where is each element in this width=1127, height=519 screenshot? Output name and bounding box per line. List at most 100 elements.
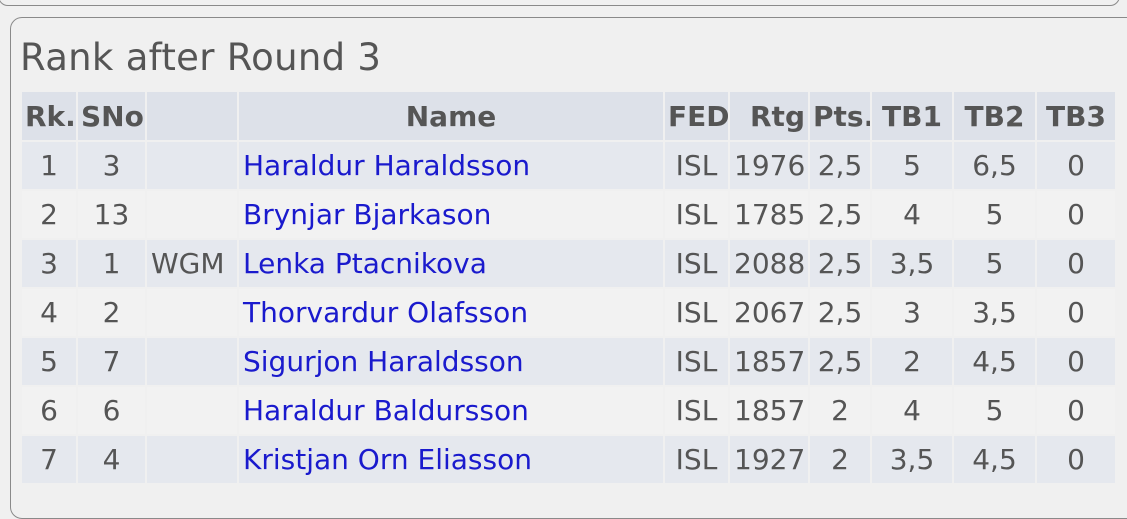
cell [147,289,237,336]
cell: 0 [1037,289,1115,336]
player-row: 3 1 WGM Lenka Ptacnikova ISL 2088 2,5 3,5 5 0 [22,240,1115,287]
cell: 6 [78,387,145,434]
cell: 1857 [730,338,808,385]
cell: 7 [22,436,76,483]
name-cell: Lenka Ptacnikova [239,240,663,287]
cell: 4 [872,191,952,238]
player-link[interactable]: Haraldur Baldursson [243,394,529,427]
cell [147,436,237,483]
cell: 2,5 [810,240,870,287]
cell: 2 [810,387,870,434]
cell: 4 [22,289,76,336]
cell: 0 [1037,142,1115,189]
cell: 3 [22,240,76,287]
cell: 5 [954,387,1035,434]
player-row: 5 7 Sigurjon Haraldsson ISL 1857 2,5 2 4,5 0 [22,338,1115,385]
cell: ISL [665,289,728,336]
cell: 0 [1037,387,1115,434]
player-link[interactable]: Kristjan Orn Eliasson [243,443,532,476]
cell: 5 [22,338,76,385]
cell: 0 [1037,436,1115,483]
cell: 2,5 [810,338,870,385]
cell: 3,5 [872,436,952,483]
cell: ISL [665,142,728,189]
cell: 0 [1037,191,1115,238]
cell: ISL [665,191,728,238]
cell: 5 [954,240,1035,287]
cell: 2 [78,289,145,336]
cell: 3,5 [954,289,1035,336]
player-link[interactable]: Lenka Ptacnikova [243,247,487,280]
cell: 7 [78,338,145,385]
cell: 1 [22,142,76,189]
cell: 1785 [730,191,808,238]
cell: 2 [22,191,76,238]
cell [147,387,237,434]
cell: 1927 [730,436,808,483]
player-row: 1 3 Haraldur Haraldsson ISL 1976 2,5 5 6,5 0 [22,142,1115,189]
cell [147,142,237,189]
player-link[interactable]: Sigurjon Haraldsson [243,345,524,378]
name-cell: Brynjar Bjarkason [239,191,663,238]
cell: 1857 [730,387,808,434]
name-cell: Thorvardur Olafsson [239,289,663,336]
column-header: SNo [78,92,145,140]
player-row: 7 4 Kristjan Orn Eliasson ISL 1927 2 3,5 4,5 0 [22,436,1115,483]
cell: 3,5 [872,240,952,287]
column-header: Rtg [730,92,808,140]
cell: WGM [147,240,237,287]
rank-table: Rk. SNo Name FED Rtg Pts. TB1 TB2 TB3 1 3 Haraldur… [20,90,1117,485]
cell: 1976 [730,142,808,189]
cell: ISL [665,387,728,434]
cell: 4 [78,436,145,483]
top-panel [0,0,1120,6]
cell: 6,5 [954,142,1035,189]
player-row: 6 6 Haraldur Baldursson ISL 1857 2 4 5 0 [22,387,1115,434]
column-header: TB1 [872,92,952,140]
column-header [147,92,237,140]
cell: 2067 [730,289,808,336]
player-link[interactable]: Haraldur Haraldsson [243,149,531,182]
cell: 4 [872,387,952,434]
cell: 5 [872,142,952,189]
cell: 0 [1037,240,1115,287]
table-body: 1 3 Haraldur Haraldsson ISL 1976 2,5 5 6,5 0 2 13 B… [22,142,1115,483]
cell: 3 [872,289,952,336]
cell: 13 [78,191,145,238]
cell: 2,5 [810,191,870,238]
cell: ISL [665,436,728,483]
name-cell: Kristjan Orn Eliasson [239,436,663,483]
cell: ISL [665,240,728,287]
cell [147,191,237,238]
cell: 2 [872,338,952,385]
cell: 2,5 [810,142,870,189]
cell: 6 [22,387,76,434]
player-link[interactable]: Thorvardur Olafsson [243,296,529,329]
name-cell: Haraldur Baldursson [239,387,663,434]
cell: 1 [78,240,145,287]
name-cell: Sigurjon Haraldsson [239,338,663,385]
cell [147,338,237,385]
cell: 2088 [730,240,808,287]
header-row: Rk. SNo Name FED Rtg Pts. TB1 TB2 TB3 [22,92,1115,140]
column-header: Rk. [22,92,76,140]
cell: 4,5 [954,436,1035,483]
column-header: TB2 [954,92,1035,140]
cell: 2,5 [810,289,870,336]
column-header: Name [239,92,663,140]
cell: 3 [78,142,145,189]
name-cell: Haraldur Haraldsson [239,142,663,189]
cell: 0 [1037,338,1115,385]
column-header: FED [665,92,728,140]
column-header: Pts. [810,92,870,140]
cell: ISL [665,338,728,385]
cell: 2 [810,436,870,483]
cell: 5 [954,191,1035,238]
panel-title: Rank after Round 3 [20,36,382,79]
column-header: TB3 [1037,92,1115,140]
cell: 4,5 [954,338,1035,385]
player-row: 2 13 Brynjar Bjarkason ISL 1785 2,5 4 5 0 [22,191,1115,238]
player-link[interactable]: Brynjar Bjarkason [243,198,492,231]
player-row: 4 2 Thorvardur Olafsson ISL 2067 2,5 3 3,5 0 [22,289,1115,336]
